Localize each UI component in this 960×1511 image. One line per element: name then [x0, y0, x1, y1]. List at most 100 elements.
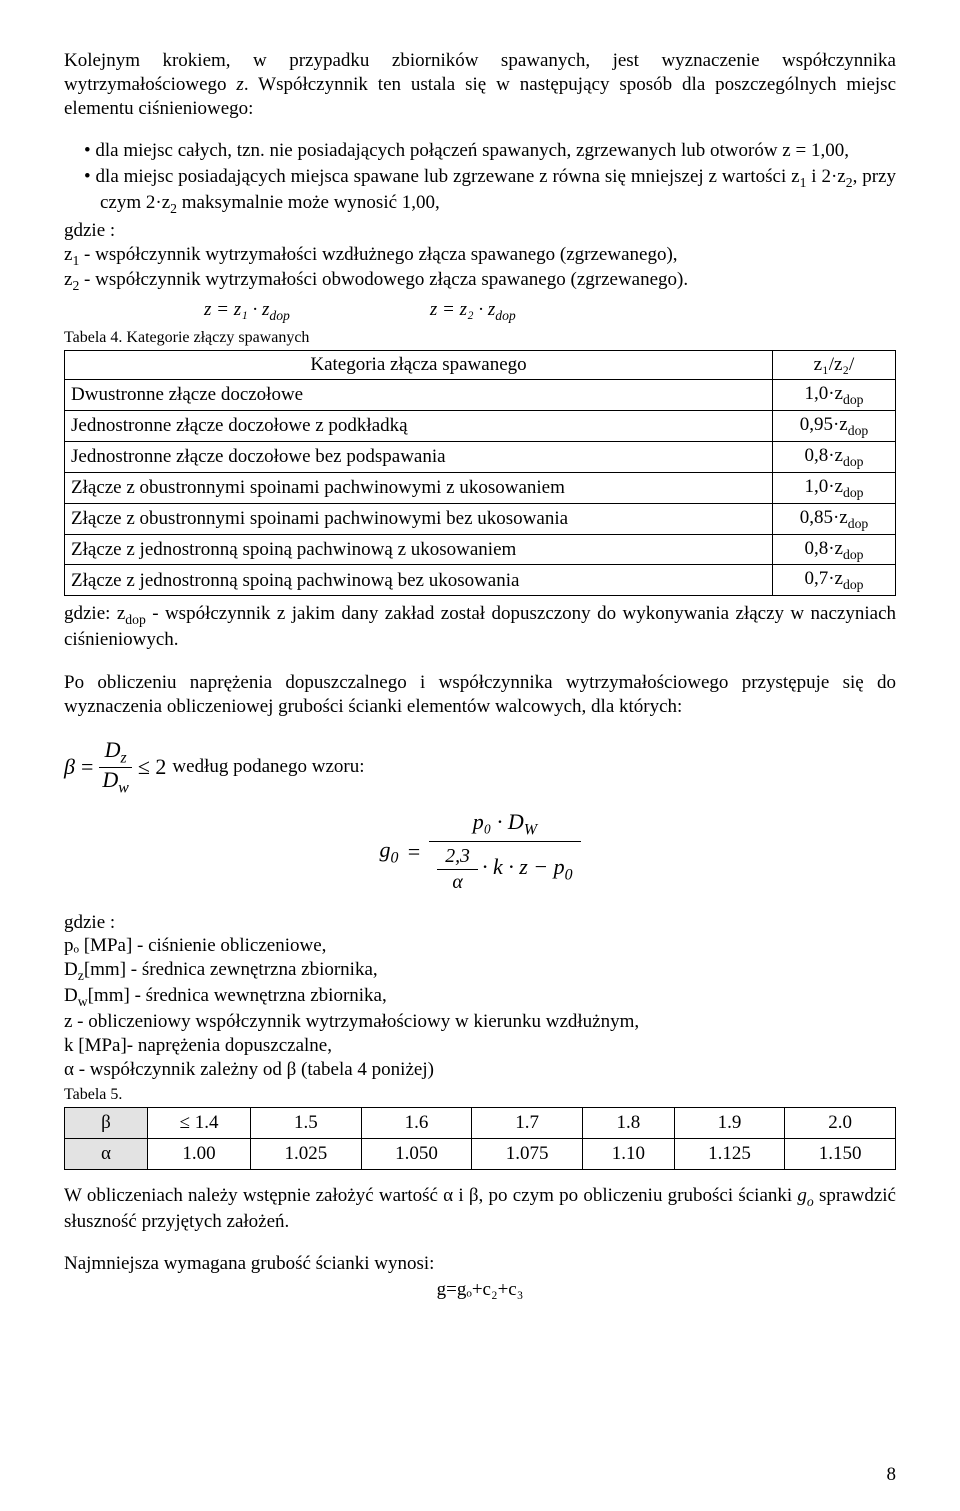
t5b1: 1.5 [251, 1108, 362, 1139]
para-zdop-a: gdzie: z [64, 603, 125, 624]
para-zdop-b: - współczynnik z jakim dany zakład zosta… [64, 603, 896, 650]
table5: β ≤ 1.4 1.5 1.6 1.7 1.8 1.9 2.0 α 1.00 1… [64, 1107, 896, 1170]
t4r0v-v: 1,0·z [804, 383, 843, 404]
g0-den-b-sub: 0 [565, 867, 573, 884]
beta-frac-num: Dz [99, 738, 131, 768]
bullet-2d: maksymalnie może wynosić 1,00, [177, 192, 440, 213]
t5b0: ≤ 1.4 [148, 1108, 251, 1139]
def-dz-after: [mm] - średnica zewnętrzna zbiornika, [84, 959, 378, 980]
t5b2: 1.6 [361, 1108, 472, 1139]
z1-desc: - współczynnik wytrzymałości wzdłużnego … [79, 244, 677, 265]
t4r6v-s: dop [843, 577, 864, 592]
def-z: z - obliczeniowy współczynnik wytrzymało… [64, 1010, 896, 1034]
t5b3: 1.7 [472, 1108, 583, 1139]
t5a6: 1.150 [785, 1139, 896, 1170]
bullet-2-sub3: 2 [170, 201, 177, 216]
beta-frac: Dz Dw [99, 738, 131, 797]
def-dw-sub: w [78, 994, 88, 1009]
para-1: Kolejnym krokiem, w przypadku zbiorników… [64, 49, 896, 120]
eq-z2-main: z = z₂ · z [430, 299, 495, 320]
table5-row-beta: β ≤ 1.4 1.5 1.6 1.7 1.8 1.9 2.0 [65, 1108, 896, 1139]
def-dw: Dw[mm] - średnica wewnętrzna zbiornika, [64, 984, 896, 1010]
g0-den-rest: · k · z − p0 [482, 854, 573, 885]
page: Kolejnym krokiem, w przypadku zbiorników… [0, 0, 960, 1511]
bullet-2b: i 2·z [806, 166, 845, 187]
t5b6: 2.0 [785, 1108, 896, 1139]
para-check-g: g [797, 1185, 807, 1206]
beta-frac-num-d: D [105, 737, 121, 762]
g0-den: 2,3 α · k · z − p0 [429, 842, 580, 897]
t5-hdr-beta: β [65, 1108, 148, 1139]
t4r5v-s: dop [843, 546, 864, 561]
beta-frac-num-sub: z [120, 749, 126, 766]
g0-equation-wrap: g0 = p₀ · DW 2,3 α · k · z − p0 [64, 807, 896, 897]
t5a3: 1.075 [472, 1139, 583, 1170]
t5a0: 1.00 [148, 1139, 251, 1170]
beta-frac-den-sub: w [118, 779, 129, 796]
def-k: k [MPa]- naprężenia dopuszczalne, [64, 1034, 896, 1058]
table-row: Dwustronne złącze doczołowe1,0·zdop [65, 380, 896, 411]
g0-den-inner: 2,3 α · k · z − p0 [437, 844, 572, 895]
t4r6k: Złącze z jednostronną spoiną pachwinową … [65, 565, 773, 596]
t4r1k: Jednostronne złącze doczołowe z podkładk… [65, 410, 773, 441]
z2-desc: - współczynnik wytrzymałości obwodowego … [79, 269, 688, 290]
t4r2k: Jednostronne złącze doczołowe bez podspa… [65, 441, 773, 472]
def-dw-after: [mm] - średnica wewnętrzna zbiornika, [88, 985, 387, 1006]
table5-row-alpha: α 1.00 1.025 1.050 1.075 1.10 1.125 1.15… [65, 1139, 896, 1170]
t4r5k: Złącze z jednostronną spoiną pachwinową … [65, 534, 773, 565]
def-dz: Dz[mm] - średnica zewnętrzna zbiornika, [64, 958, 896, 984]
table-row: Złącze z jednostronną spoiną pachwinową … [65, 565, 896, 596]
table4-head-category: Kategoria złącza spawanego [65, 351, 773, 380]
g0-num-sub: W [524, 821, 537, 838]
t4r4k: Złącze z obustronnymi spoinami pachwinow… [65, 503, 773, 534]
eq-z1: z = z₁ · zdop [204, 298, 290, 324]
eq-g: g=gₒ+c₂+c₃ [64, 1278, 896, 1302]
g0-num-main: p₀ · D [473, 809, 524, 834]
para-min: Najmniejsza wymagana grubość ścianki wyn… [64, 1252, 896, 1276]
t4r5v: 0,8·zdop [773, 534, 896, 565]
para-1z: z [236, 74, 243, 95]
z2-def: z2 - współczynnik wytrzymałości obwodowe… [64, 268, 896, 294]
t4r4v-s: dop [848, 515, 869, 530]
g0-lhs-sub: 0 [390, 849, 398, 866]
para-zdop: gdzie: zdop - współczynnik z jakim dany … [64, 602, 896, 652]
table-row: Złącze z obustronnymi spoinami pachwinow… [65, 472, 896, 503]
g0-num: p₀ · DW [429, 807, 580, 843]
beta-frac-den: Dw [99, 768, 131, 797]
t4r6v: 0,7·zdop [773, 565, 896, 596]
t4r6v-v: 0,7·z [804, 568, 843, 589]
table4-caption: Tabela 4. Kategorie złączy spawanych [64, 328, 896, 348]
t5a5: 1.125 [674, 1139, 785, 1170]
para-check: W obliczeniach należy wstępnie założyć w… [64, 1184, 896, 1234]
g0-den-alpha: α [437, 870, 478, 895]
eq-z1-sub: dop [269, 308, 290, 323]
bullet-2-sub2: 2 [846, 175, 853, 190]
t4r2v-v: 0,8·z [804, 445, 843, 466]
g0-den-frac: 2,3 α [437, 844, 478, 895]
table-row: Jednostronne złącze doczołowe z podkładk… [65, 410, 896, 441]
table-row: Jednostronne złącze doczołowe bez podspa… [65, 441, 896, 472]
intro-bullets: dla miejsc całych, tzn. nie posiadającyc… [64, 139, 896, 217]
t4r1v: 0,95·zdop [773, 410, 896, 441]
t4r0k: Dwustronne złącze doczołowe [65, 380, 773, 411]
t5a4: 1.10 [582, 1139, 674, 1170]
t4r1v-v: 0,95·z [800, 414, 848, 435]
t4r1v-s: dop [848, 423, 869, 438]
beta-after: według podanego wzoru: [172, 755, 364, 779]
def-dw-d: D [64, 985, 78, 1006]
def-alpha: α - współczynnik zależny od β (tabela 4 … [64, 1058, 896, 1082]
eq-z2: z = z₂ · zdop [430, 298, 516, 324]
para-zdop-sub: dop [125, 612, 146, 627]
beta-le: ≤ 2 [138, 753, 167, 781]
z1-def: z1 - współczynnik wytrzymałości wzdłużne… [64, 243, 896, 269]
t4r4v-v: 0,85·z [800, 507, 848, 528]
t5a2: 1.050 [361, 1139, 472, 1170]
t4r5v-v: 0,8·z [804, 538, 843, 559]
t4r3k: Złącze z obustronnymi spoinami pachwinow… [65, 472, 773, 503]
t4r2v-s: dop [843, 454, 864, 469]
beta-equation: β = Dz Dw ≤ 2 według podanego wzoru: [64, 738, 896, 797]
beta-frac-den-d: D [102, 767, 118, 792]
beta-eq-sign: = [81, 753, 93, 781]
t4r2v: 0,8·zdop [773, 441, 896, 472]
t4r3v-v: 1,0·z [804, 476, 843, 497]
